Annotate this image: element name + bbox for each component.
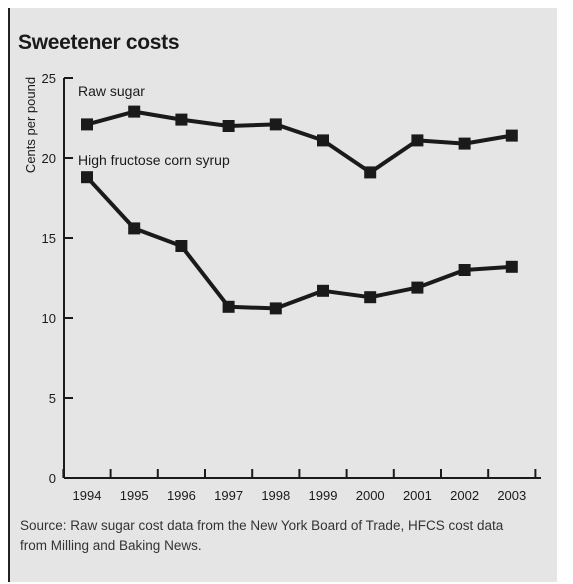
x-tick-label: 1999 [309, 488, 338, 503]
y-axis-title: Cents per pound [23, 77, 38, 173]
data-point [269, 118, 282, 131]
data-point [505, 129, 518, 142]
series-line [86, 109, 513, 175]
data-point [81, 171, 93, 184]
chart-title: Sweetener costs [18, 31, 180, 54]
data-point [317, 134, 329, 147]
x-tick-label: 1996 [167, 488, 196, 503]
x-tick-label: 1995 [120, 488, 149, 503]
data-point [175, 240, 188, 252]
y-tick-label: 5 [49, 391, 56, 406]
x-tick-label: 2002 [450, 488, 479, 503]
data-point [81, 118, 93, 131]
data-point [411, 281, 424, 294]
x-tick-label: 1994 [73, 488, 102, 503]
x-tick-label: 2000 [356, 488, 385, 503]
y-tick-label: 0 [49, 471, 56, 486]
y-tick-label: 20 [42, 151, 56, 166]
data-point [269, 302, 282, 315]
source-note: Source: Raw sugar cost data from the New… [20, 518, 504, 553]
series-line [85, 175, 512, 311]
y-tick-label: 10 [42, 311, 56, 326]
data-point [364, 291, 377, 304]
data-point [128, 222, 141, 235]
x-tick-label: 1997 [214, 488, 243, 503]
x-tick-label: 2001 [403, 488, 432, 503]
data-point [317, 284, 329, 297]
data-point [222, 120, 235, 132]
series-label: Raw sugar [78, 83, 145, 99]
data-point [411, 134, 424, 147]
data-point [458, 264, 471, 276]
x-tick-label: 2003 [497, 488, 526, 503]
data-point [505, 260, 518, 273]
y-tick-label: 25 [42, 71, 56, 86]
x-tick-label: 1998 [261, 488, 290, 503]
series-label: High fructose corn syrup [78, 152, 230, 168]
data-point [364, 166, 377, 179]
data-point [458, 137, 471, 150]
data-point [175, 113, 188, 126]
data-point [222, 300, 235, 313]
y-tick-label: 15 [42, 231, 56, 246]
data-point [128, 105, 141, 118]
chart-panel [8, 8, 557, 582]
